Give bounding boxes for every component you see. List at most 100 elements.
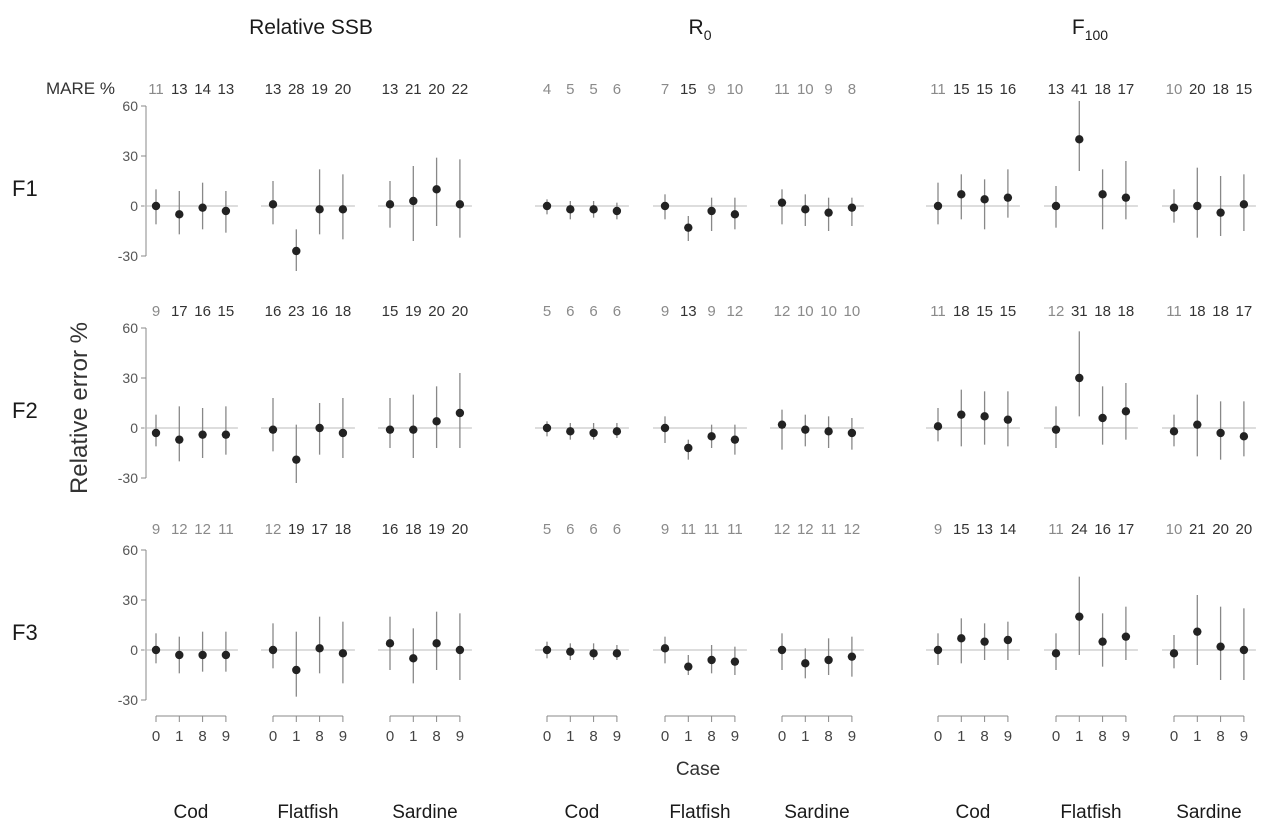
x-tick-label: 9 — [731, 728, 739, 745]
point-estimate — [1121, 632, 1131, 641]
x-tick-label: 0 — [543, 728, 551, 745]
panel-title-f100: F100 — [1072, 16, 1108, 43]
point-estimate — [777, 198, 787, 207]
point-estimate — [612, 649, 622, 658]
mare-value: 15 — [953, 521, 970, 538]
mare-value: 21 — [1189, 521, 1206, 538]
mare-value: 9 — [934, 521, 942, 538]
mare-value: 31 — [1071, 303, 1088, 320]
point-estimate — [847, 428, 857, 438]
point-estimate — [409, 196, 418, 206]
y-tick-label: -30 — [118, 470, 138, 486]
mare-value: 13 — [218, 81, 235, 98]
point-estimate — [612, 427, 622, 436]
mare-value: 20 — [428, 303, 445, 320]
mare-value: 9 — [661, 303, 669, 320]
x-tick-label: 8 — [824, 728, 832, 745]
mare-value: 14 — [194, 81, 211, 98]
mare-value: 22 — [452, 81, 469, 98]
mare-value: 5 — [543, 303, 551, 320]
point-estimate — [1193, 201, 1202, 211]
mare-value: 12 — [194, 521, 211, 538]
point-estimate — [707, 655, 716, 665]
point-estimate — [151, 201, 161, 211]
mare-value: 18 — [335, 303, 352, 320]
mare-value: 11 — [148, 81, 164, 98]
point-estimate — [589, 428, 598, 438]
mare-value: 15 — [976, 303, 993, 320]
mare-value: 10 — [797, 303, 814, 320]
species-label: Flatfish — [669, 802, 730, 823]
point-estimate — [455, 645, 465, 655]
mare-value: 15 — [680, 81, 697, 98]
point-estimate — [824, 427, 833, 436]
point-estimate — [315, 423, 324, 433]
mare-value: 19 — [288, 521, 305, 538]
mare-value: 6 — [566, 303, 574, 320]
mare-value: 18 — [335, 521, 352, 538]
x-tick-label: 1 — [292, 728, 300, 745]
mare-value: 12 — [774, 303, 791, 320]
point-estimate — [1098, 413, 1107, 423]
mare-value: 41 — [1071, 81, 1088, 98]
x-tick-label: 0 — [778, 728, 786, 745]
point-estimate — [777, 645, 787, 655]
point-estimate — [730, 657, 740, 666]
point-estimate — [175, 650, 184, 660]
point-estimate — [1051, 201, 1061, 211]
mare-value: 28 — [288, 81, 305, 98]
point-estimate — [1169, 427, 1179, 436]
point-estimate — [221, 650, 231, 660]
mare-value: 16 — [382, 521, 399, 538]
mare-value: 19 — [405, 303, 422, 320]
mare-value: 18 — [953, 303, 970, 320]
species-label: Flatfish — [1060, 802, 1121, 823]
point-estimate — [315, 644, 324, 653]
mare-value: 10 — [1166, 81, 1183, 98]
mare-value: 20 — [428, 81, 445, 98]
mare-value: 18 — [1094, 81, 1111, 98]
x-tick-label: 1 — [409, 728, 417, 745]
point-estimate — [660, 423, 670, 433]
mare-value: 12 — [171, 521, 188, 538]
y-tick-label: 0 — [130, 420, 138, 436]
panel-titles: Relative SSB R0 F100 — [249, 16, 1108, 43]
panel-title-r0: R0 — [689, 16, 712, 43]
x-tick-label: 9 — [1122, 728, 1130, 745]
mare-value: 11 — [930, 81, 946, 98]
mare-value: 17 — [1118, 521, 1135, 538]
point-estimate — [1098, 190, 1107, 199]
x-tick-label: 8 — [1216, 728, 1224, 745]
point-estimate — [292, 665, 301, 675]
mare-value: 9 — [152, 303, 160, 320]
point-estimate — [1216, 208, 1225, 217]
mare-value: 9 — [152, 521, 160, 538]
mare-value: 24 — [1071, 521, 1088, 538]
mare-value: 20 — [1212, 521, 1229, 538]
mare-value: 5 — [543, 521, 551, 538]
x-tick-label: 1 — [684, 728, 692, 745]
row-label-f2: F2 — [12, 398, 38, 423]
point-estimate — [1051, 649, 1061, 658]
mare-value: 9 — [824, 81, 832, 98]
mare-value: 18 — [1212, 303, 1229, 320]
point-estimate — [1169, 203, 1179, 212]
point-estimate — [777, 420, 787, 429]
x-tick-label: 8 — [589, 728, 597, 745]
point-estimate — [292, 246, 301, 256]
point-estimate — [268, 200, 278, 209]
point-estimate — [542, 201, 552, 211]
point-estimate — [198, 650, 207, 660]
x-axis-label: Case — [676, 759, 720, 780]
x-tick-label: 8 — [198, 728, 206, 745]
mare-value: 9 — [707, 81, 715, 98]
species-label: Cod — [956, 802, 991, 823]
mare-value: 9 — [707, 303, 715, 320]
mare-value: 16 — [265, 303, 282, 320]
y-tick-label: 60 — [122, 98, 138, 114]
point-estimate — [409, 425, 418, 434]
mare-value: 13 — [680, 303, 697, 320]
mare-value: 16 — [194, 303, 211, 320]
point-estimate — [385, 425, 395, 434]
